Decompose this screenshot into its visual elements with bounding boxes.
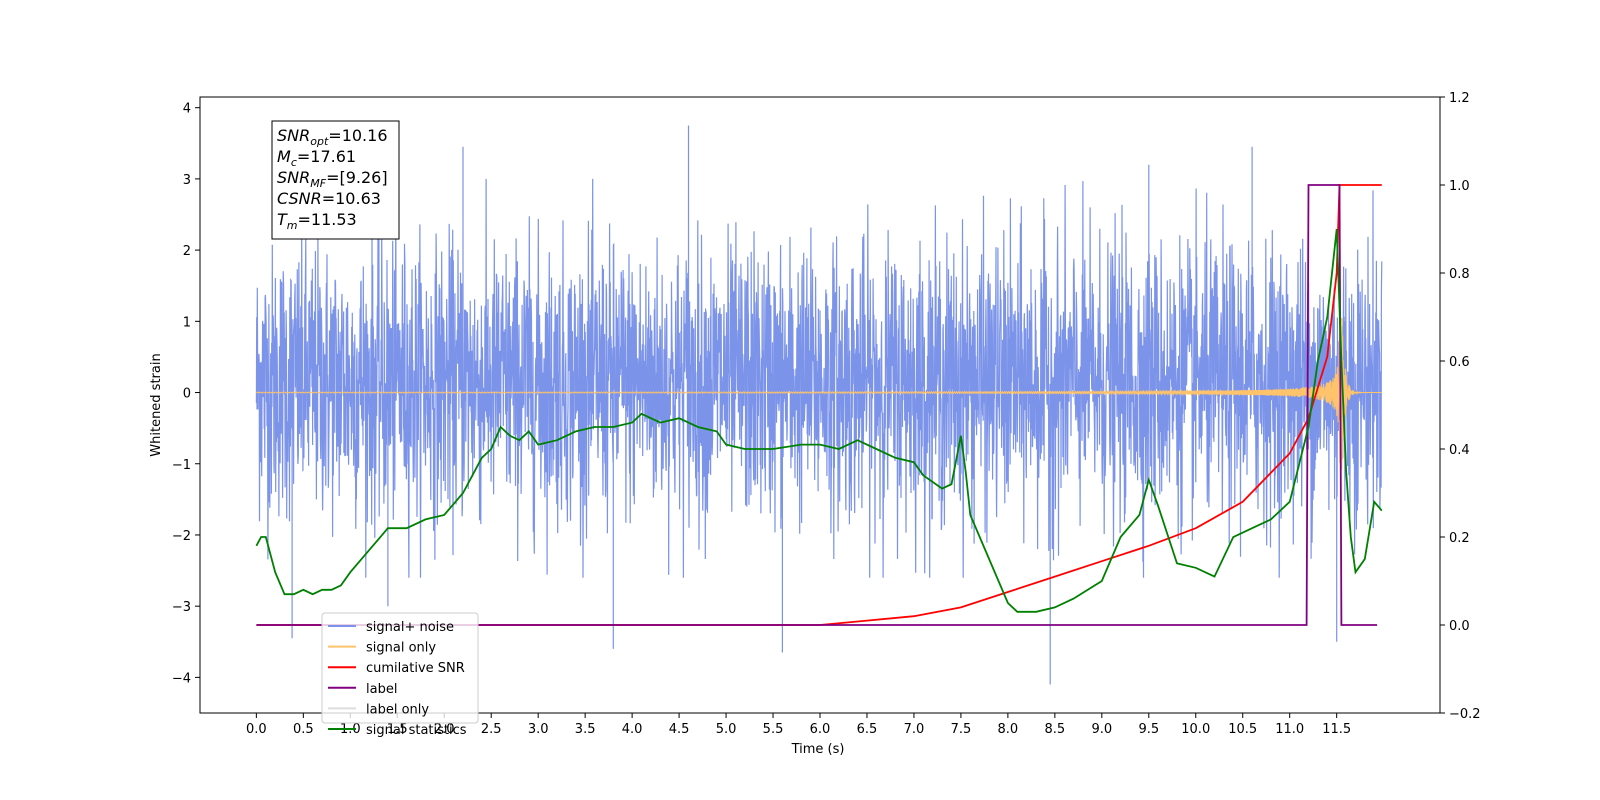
x-tick-label: 10.5 (1228, 722, 1257, 737)
stat-subscript: MF (310, 177, 326, 190)
y2-tick-label: 1.0 (1449, 179, 1470, 194)
plot-area (255, 125, 1383, 685)
stat-line: Mc=17.61 (277, 147, 356, 169)
stat-name: CSNR (277, 189, 322, 208)
x-tick-label: 4.5 (669, 722, 690, 737)
stat-subscript: c (291, 156, 297, 169)
stat-value: =10.16 (328, 126, 387, 145)
x-tick-label: 8.5 (1045, 722, 1066, 737)
x-tick-label: 11.5 (1322, 722, 1351, 737)
x-tick-label: 4.0 (622, 722, 643, 737)
stat-name: SNR (277, 168, 310, 187)
y-tick-label: −4 (172, 671, 191, 686)
y-tick-label: −1 (172, 458, 191, 473)
x-tick-label: 3.0 (528, 722, 549, 737)
series-signal-noise (255, 125, 1383, 685)
x-tick-label: 2.5 (481, 722, 502, 737)
y2-tick-label: −0.2 (1449, 707, 1481, 722)
series-signal-only (255, 281, 1382, 470)
y2-tick-label: 0.2 (1449, 531, 1470, 546)
x-axis: 0.0 0.5 1.0 1.5 2.0 2.5 3.0 3.5 4.0 4.5 5.0 5.5 6.0 6… (246, 713, 1351, 737)
stat-value: =11.53 (298, 210, 357, 229)
y-tick-label: 2 (183, 244, 191, 259)
x-tick-label: 8.0 (998, 722, 1019, 737)
y2-tick-label: 0.0 (1449, 619, 1470, 634)
x-tick-label: 9.5 (1138, 722, 1159, 737)
stat-subscript: m (287, 219, 298, 232)
y-tick-label: 4 (183, 102, 191, 117)
y-tick-label: 0 (183, 387, 191, 402)
y-tick-label: 1 (183, 315, 191, 330)
y-axis-left: 4 3 2 1 0 −1 −2 −3 −4 (172, 102, 200, 686)
x-tick-label: 6.0 (810, 722, 831, 737)
y2-tick-label: 0.4 (1449, 443, 1470, 458)
legend-label: label (366, 682, 397, 697)
stat-line: SNRMF=[9.26] (277, 168, 388, 190)
x-tick-label: 1.5 (387, 722, 408, 737)
legend-label: signal statistics (366, 723, 467, 738)
stat-subscript: opt (310, 135, 329, 148)
stats-box-frame (271, 120, 400, 240)
stat-line: Tm=11.53 (277, 210, 357, 232)
y-tick-label: −3 (172, 600, 191, 615)
x-tick-label: 0.5 (293, 722, 314, 737)
stat-name: SNR (277, 126, 310, 145)
legend-label: signal only (366, 641, 436, 656)
stat-line: SNRopt=10.16 (277, 126, 388, 148)
legend-label: label only (366, 702, 429, 717)
x-tick-label: 7.5 (951, 722, 972, 737)
series-cumulative-snr (256, 184, 1382, 626)
legend-frame (321, 612, 479, 724)
y-axis-label: Whitened strain (149, 353, 164, 456)
y2-tick-label: 0.8 (1449, 267, 1470, 282)
x-tick-label: 10.0 (1181, 722, 1210, 737)
y2-tick-label: 1.2 (1449, 91, 1470, 106)
stat-value: =[9.26] (326, 168, 388, 187)
y-axis-right: 1.2 1.0 0.8 0.6 0.4 0.2 0.0 −0.2 (1440, 91, 1481, 722)
stat-value: =10.63 (322, 189, 381, 208)
x-tick-label: 0.0 (246, 722, 267, 737)
legend-label: signal+ noise (366, 620, 454, 635)
x-tick-label: 5.5 (763, 722, 784, 737)
legend: signal+ noise signal only cumilative SNR la… (321, 612, 479, 738)
stat-name: T (277, 210, 288, 229)
y-tick-label: −2 (172, 529, 191, 544)
x-tick-label: 11.0 (1275, 722, 1304, 737)
stat-line: CSNR=10.63 (277, 189, 381, 208)
x-tick-label: 5.0 (716, 722, 737, 737)
x-tick-label: 6.5 (857, 722, 878, 737)
y-tick-label: 3 (183, 173, 191, 188)
x-tick-label: 9.0 (1091, 722, 1112, 737)
legend-label: cumilative SNR (366, 661, 465, 676)
x-tick-label: 2.0 (434, 722, 455, 737)
stat-name: M (277, 147, 291, 166)
series-label (256, 184, 1378, 626)
stats-box: SNRopt=10.16Mc=17.61SNRMF=[9.26]CSNR=10.… (271, 120, 400, 240)
series-signal-statistics (255, 228, 1383, 613)
x-axis-label: Time (s) (791, 742, 845, 757)
x-tick-label: 7.0 (904, 722, 925, 737)
x-tick-label: 3.5 (575, 722, 596, 737)
stat-value: =17.61 (297, 147, 356, 166)
y2-tick-label: 0.6 (1449, 355, 1470, 370)
